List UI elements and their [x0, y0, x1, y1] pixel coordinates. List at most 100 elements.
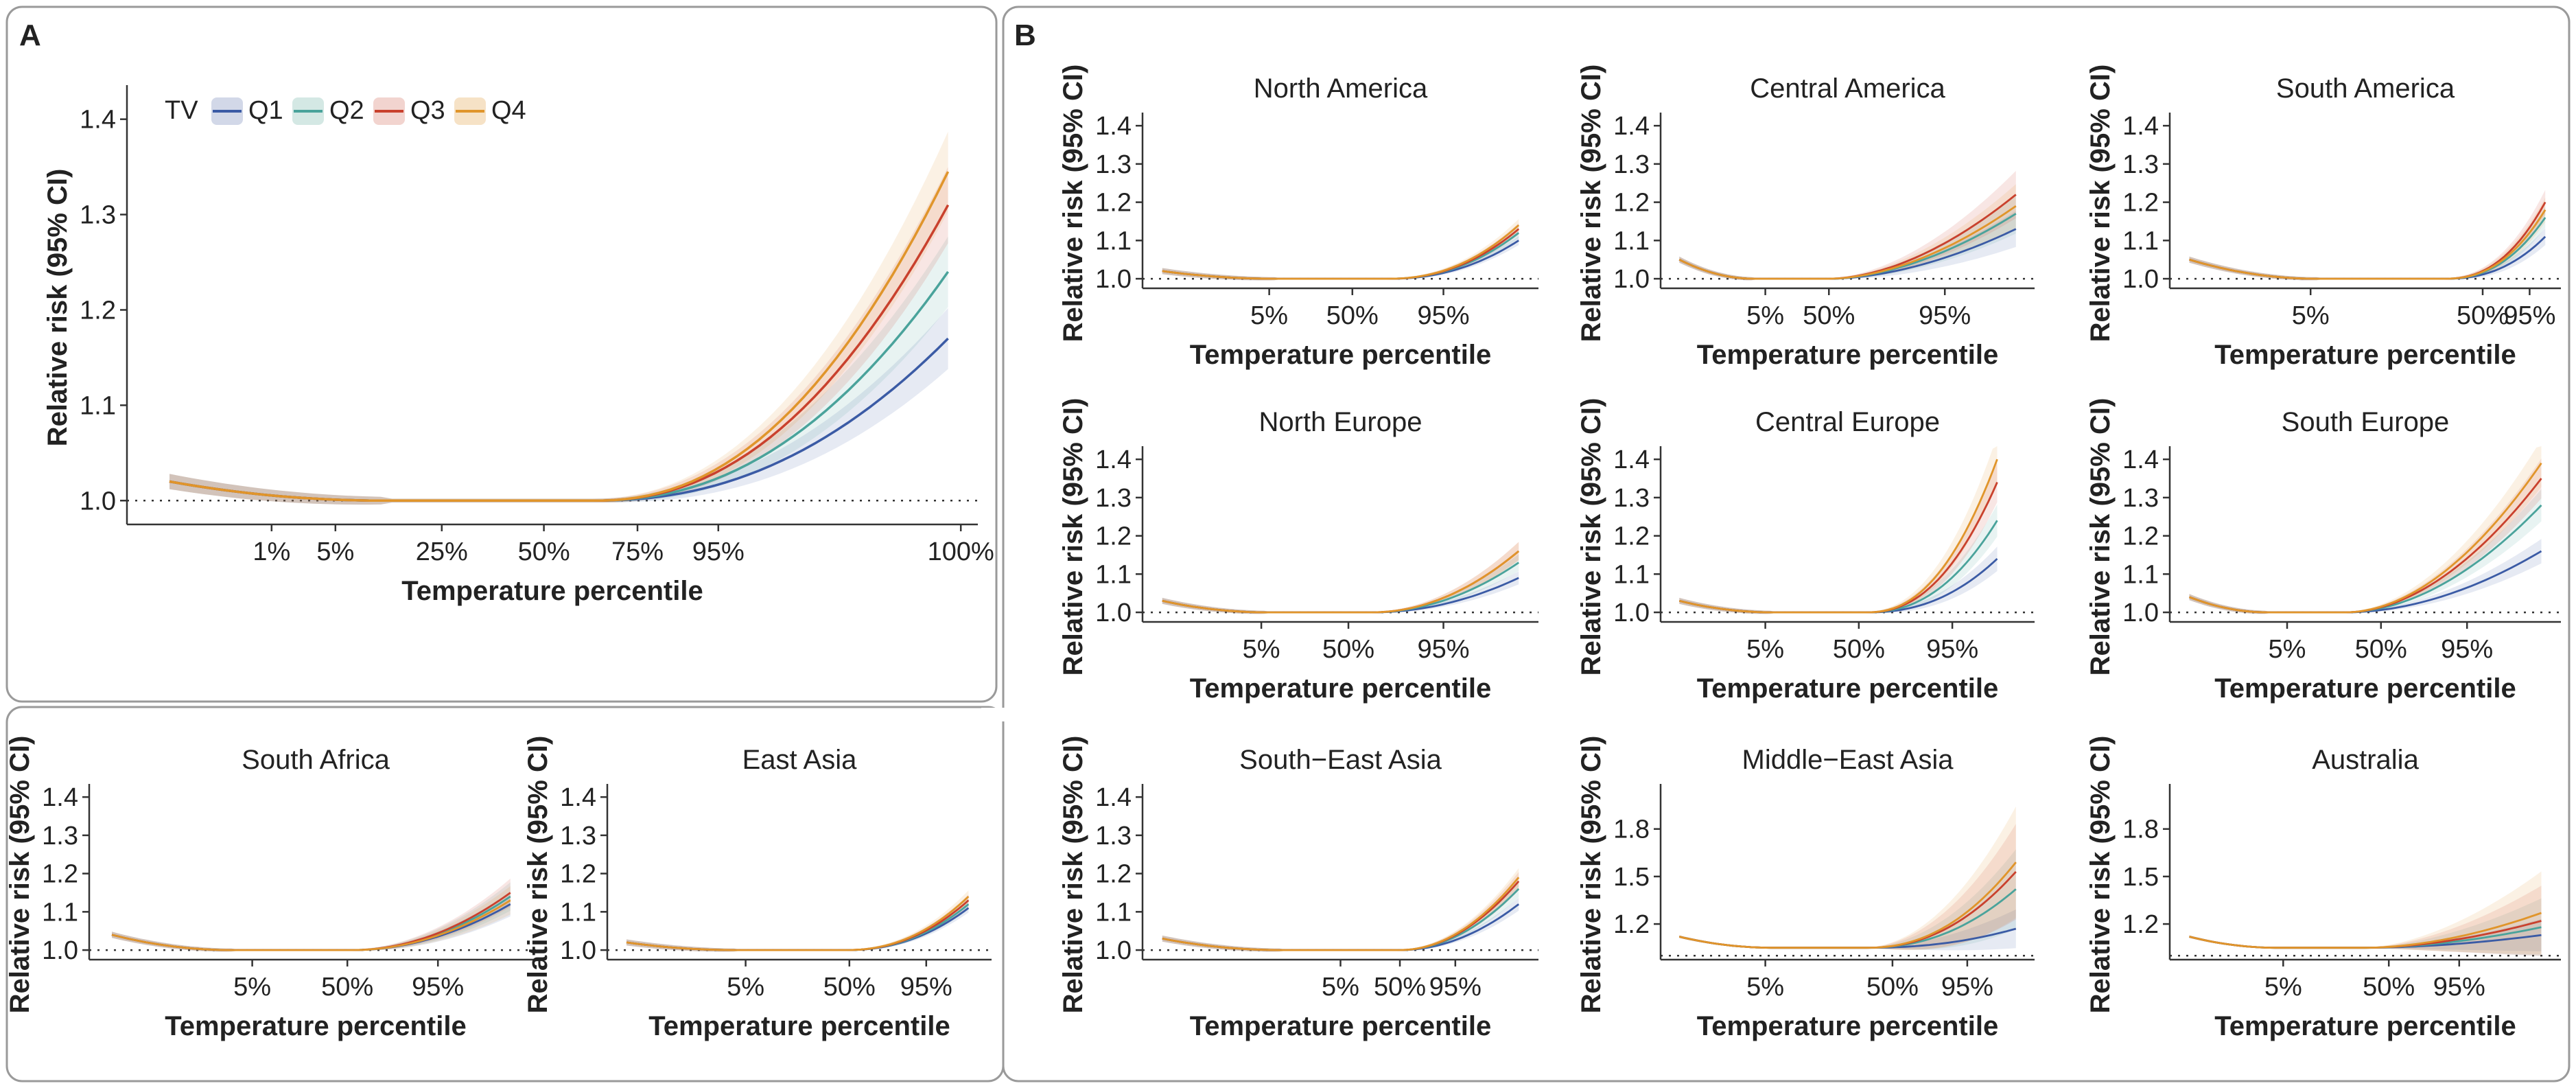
ci-band-q4	[1162, 542, 1519, 614]
ci-band-q1	[112, 892, 511, 952]
x-tick-label: 95%	[1417, 301, 1469, 330]
ci-band-q4	[2189, 446, 2542, 614]
x-tick-label: 5%	[1243, 635, 1280, 664]
y-tick-label: 1.2	[2122, 189, 2159, 218]
legend-item-q3: Q3	[373, 96, 445, 125]
y-tick-label: 1.2	[80, 296, 116, 325]
ci-band-q4	[1679, 184, 2016, 281]
series-line-q2	[626, 903, 970, 951]
legend-label-q4: Q4	[491, 96, 526, 125]
x-tick-label: 95%	[900, 973, 952, 1002]
ci-band-q3	[1162, 223, 1519, 281]
y-tick-label: 1.4	[1095, 445, 1132, 474]
plot-overall: 1.0 1.1 1.2 1.3 1.4 1% 5% 25% 50% 75% 95% 100% Tempe…	[43, 85, 994, 606]
y-axis-title: Relative risk (95% CI)	[523, 736, 553, 1014]
plot-title: Central America	[1750, 73, 1945, 104]
legend-label-q1: Q1	[248, 96, 283, 125]
y-tick-label: 1.4	[80, 106, 116, 135]
ci-band-q1	[1162, 897, 1519, 952]
y-tick-label: 1.5	[2122, 863, 2159, 892]
frame-junction-cover	[981, 708, 1009, 721]
plot-title: South Africa	[242, 745, 390, 775]
y-tick-label: 1.4	[560, 783, 596, 812]
ci-band-q2	[112, 882, 511, 952]
x-tick-label: 75%	[611, 537, 664, 566]
plot-title: South Europe	[2282, 407, 2450, 437]
y-axis-title: Relative risk (95% CI)	[5, 736, 35, 1014]
x-tick-label: 5%	[316, 537, 354, 566]
x-tick-label: 100%	[928, 537, 994, 566]
ci-band-q3	[627, 894, 969, 952]
ci-band-q3	[1162, 872, 1519, 952]
x-axis-title: Temperature percentile	[1697, 340, 1998, 370]
y-tick-label: 1.3	[1095, 822, 1132, 850]
y-tick-label: 1.0	[560, 936, 596, 965]
panel-a-frame	[5, 5, 998, 703]
x-tick-label: 50%	[518, 537, 570, 566]
x-axis-title: Temperature percentile	[648, 1011, 950, 1041]
plot-title: Central Europe	[1755, 407, 1940, 437]
plot-south-america: 1.0 1.1 1.2 1.3 1.4 5% 50%95% Temperature perce…	[2085, 65, 2561, 370]
series-line-q4	[1678, 459, 1998, 614]
y-axis-title: Relative risk (95% CI)	[1058, 736, 1088, 1014]
plot-central-america: 1.0 1.1 1.2 1.3 1.4 5% 50% 95% Temperature perce…	[1576, 65, 2035, 370]
x-tick-label: 5%	[1322, 973, 1359, 1002]
y-tick-label: 1.0	[1613, 265, 1650, 294]
x-tick-label: 50%	[823, 973, 876, 1002]
y-tick-label: 1.5	[1613, 863, 1650, 892]
y-tick-label: 1.4	[2122, 445, 2159, 474]
y-tick-label: 1.3	[2122, 150, 2159, 179]
x-tick-label: 50%	[1866, 973, 1919, 1002]
x-tick-label: 95%	[2503, 301, 2555, 330]
series-line-q4	[1678, 205, 2017, 280]
x-axis-title: Temperature percentile	[401, 576, 703, 606]
plot-middle-east-asia: 1.2 1.5 1.8 5% 50% 95% Temperature percentile R…	[1576, 736, 2035, 1041]
legend: TV Q1 Q2 Q3 Q4	[165, 96, 526, 125]
x-tick-label: 95%	[1941, 973, 1993, 1002]
x-tick-label: 95%	[412, 973, 464, 1002]
y-tick-label: 1.0	[42, 936, 78, 965]
ci-band-q1	[2189, 539, 2542, 614]
y-tick-label: 1.8	[2122, 815, 2159, 844]
series-line-q4	[1678, 861, 2017, 949]
y-tick-label: 1.1	[1613, 227, 1650, 255]
plot-title: North America	[1254, 73, 1428, 104]
x-tick-label: 5%	[233, 973, 271, 1002]
y-tick-label: 1.2	[1613, 189, 1650, 218]
x-axis-title: Temperature percentile	[1190, 340, 1491, 370]
x-tick-label: 50%	[1374, 973, 1426, 1002]
panel-letter-a: A	[19, 19, 41, 52]
y-tick-label: 1.4	[1613, 112, 1650, 141]
plot-title: North Europe	[1259, 407, 1422, 437]
ci-band-q2	[2189, 489, 2542, 614]
y-tick-label: 1.2	[1095, 522, 1132, 551]
series-line-q3	[626, 899, 970, 951]
series-line-q4	[626, 895, 970, 951]
x-tick-label: 5%	[1746, 973, 1784, 1002]
series-line-q3	[1162, 880, 1520, 951]
y-axis-title: Relative risk (95% CI)	[2085, 736, 2116, 1014]
panel-b-frame	[1002, 5, 2571, 1083]
x-axis-title: Temperature percentile	[165, 1011, 466, 1041]
ci-band-q1	[1679, 211, 2016, 281]
y-tick-label: 1.2	[560, 860, 596, 889]
ci-band-q2	[1162, 227, 1519, 281]
ci-band-q3	[2189, 189, 2546, 281]
plot-east-asia: 1.0 1.1 1.2 1.3 1.4 5% 50% 95% Temperature perce…	[523, 736, 992, 1041]
y-axis-title: Relative risk (95% CI)	[1058, 398, 1088, 676]
y-tick-label: 1.4	[1613, 445, 1650, 474]
plot-title: East Asia	[742, 745, 858, 775]
ci-band-q3	[1162, 542, 1519, 614]
ci-band-q3	[169, 167, 948, 505]
y-tick-label: 1.4	[1095, 112, 1132, 141]
y-tick-label: 1.2	[1613, 910, 1650, 939]
x-tick-label: 95%	[2441, 635, 2493, 664]
x-axis-title: Temperature percentile	[1697, 673, 1998, 704]
plot-north-america: 1.0 1.1 1.2 1.3 1.4 5% 50% 95% Temperature perce…	[1058, 65, 1538, 370]
x-tick-label: 5%	[1250, 301, 1288, 330]
legend-label-q2: Q2	[329, 96, 364, 125]
ci-band-q4	[627, 890, 969, 952]
ci-band-q2	[627, 899, 969, 952]
x-tick-label: 5%	[2264, 973, 2302, 1002]
y-tick-label: 1.1	[2122, 227, 2159, 255]
